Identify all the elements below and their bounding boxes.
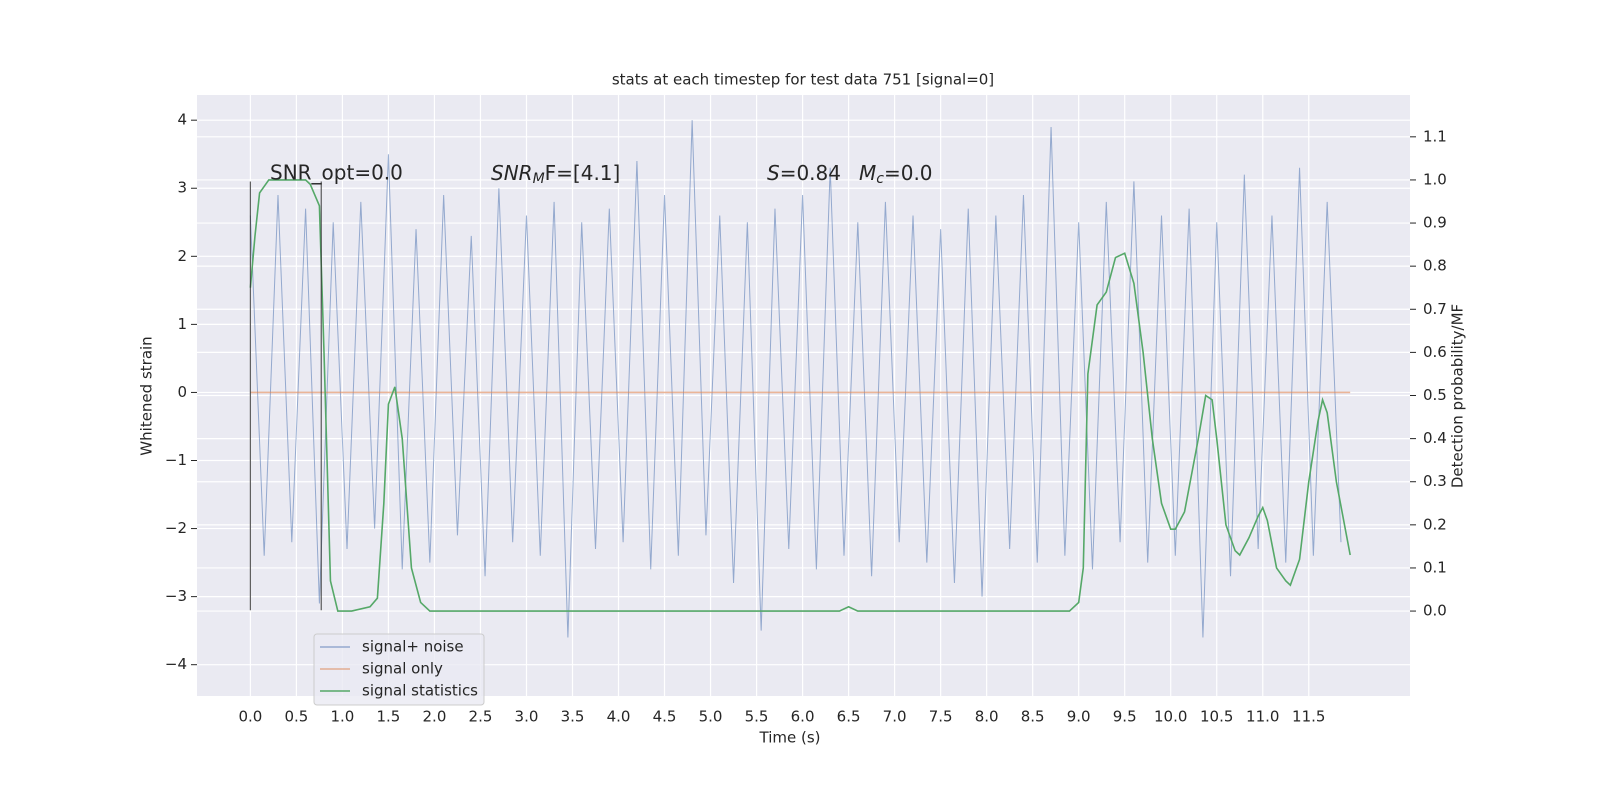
y-axis-label: Whitened strain: [138, 336, 156, 455]
y-tick-label: 1: [177, 315, 187, 333]
x-tick-label: 7.0: [883, 708, 907, 726]
annotation-part: =0.84: [780, 161, 841, 185]
legend-label: signal statistics: [362, 682, 478, 700]
x-tick-label: 4.0: [607, 708, 631, 726]
y2-tick-label: 0.7: [1423, 300, 1447, 318]
x-tick-label: 6.0: [791, 708, 815, 726]
x-axis-label: Time (s): [759, 729, 821, 747]
annotation-part: c: [876, 171, 884, 187]
x-tick-label: 9.0: [1067, 708, 1091, 726]
series-line: [249, 179, 1351, 612]
y2-tick-label: 0.2: [1423, 515, 1447, 533]
x-tick-label: 7.5: [929, 708, 953, 726]
annotation: SNR_opt=0.0: [270, 161, 403, 185]
x-tick-label: 2.0: [423, 708, 447, 726]
y2-tick-label: 0.4: [1423, 429, 1447, 447]
annotation-part: F=[4.1]: [545, 161, 621, 185]
x-tick-label: 10.0: [1154, 708, 1187, 726]
x-tick-label: 9.5: [1113, 708, 1137, 726]
x-tick-label: 4.5: [653, 708, 677, 726]
x-tick-label: 11.5: [1292, 708, 1325, 726]
y-tick-label: 4: [177, 111, 187, 129]
annotation-part: SNR: [491, 161, 533, 185]
y-tick-label: −3: [165, 587, 187, 605]
grid: [197, 95, 1410, 696]
x-tick-label: 3.0: [515, 708, 539, 726]
annotation-part: S: [767, 161, 780, 185]
annotation-part: M: [859, 161, 876, 185]
x-tick-label: 6.5: [837, 708, 861, 726]
annotation-part: M: [533, 171, 545, 187]
series-line: [249, 120, 1342, 638]
x-tick-label: 8.0: [975, 708, 999, 726]
y-tick-label: 2: [177, 247, 187, 265]
x-tick-label: 5.0: [699, 708, 723, 726]
annotation: S=0.84: [767, 161, 841, 185]
x-tick-label: 10.5: [1200, 708, 1233, 726]
y-tick-label: 0: [177, 383, 187, 401]
y2-axis-label: Detection probability/MF: [1449, 304, 1467, 488]
x-tick-label: 2.5: [469, 708, 493, 726]
chart-title: stats at each timestep for test data 751…: [612, 71, 994, 89]
legend-label: signal only: [362, 660, 443, 678]
legend-entries: signal+ noise signal only signal statistic…: [320, 638, 478, 700]
marks: [249, 120, 1351, 638]
y2-tick-label: 0.8: [1423, 257, 1447, 275]
x-tick-label: 11.0: [1246, 708, 1279, 726]
y2-tick-label: 1.0: [1423, 170, 1447, 188]
x-tick-label: 8.5: [1021, 708, 1045, 726]
legend: [313, 633, 485, 706]
y2-tick-label: 0.0: [1423, 602, 1447, 620]
x-tick-label: 0.5: [284, 708, 308, 726]
legend-label: signal+ noise: [362, 638, 464, 656]
annotation: Mc=0.0: [859, 161, 933, 188]
y2-tick-label: 0.5: [1423, 386, 1447, 404]
y-tick-label: −2: [165, 519, 187, 537]
annotation: SNRMF=[4.1]: [491, 161, 620, 188]
y2-tick-label: 0.9: [1423, 214, 1447, 232]
y2-tick-label: 0.3: [1423, 472, 1447, 490]
x-tick-label: 5.5: [745, 708, 769, 726]
y-tick-label: −1: [165, 451, 187, 469]
x-tick-label: 1.0: [330, 708, 354, 726]
y2-tick-label: 0.1: [1423, 558, 1447, 576]
y2-tick-label: 0.6: [1423, 343, 1447, 361]
y2-tick-label: 1.1: [1423, 127, 1447, 145]
y-tick-label: 3: [177, 179, 187, 197]
x-tick-label: 3.5: [561, 708, 585, 726]
y-tick-label: −4: [165, 655, 187, 673]
x-tick-label: 0.0: [238, 708, 262, 726]
x-tick-label: 1.5: [376, 708, 400, 726]
annotation-part: =0.0: [884, 161, 933, 185]
